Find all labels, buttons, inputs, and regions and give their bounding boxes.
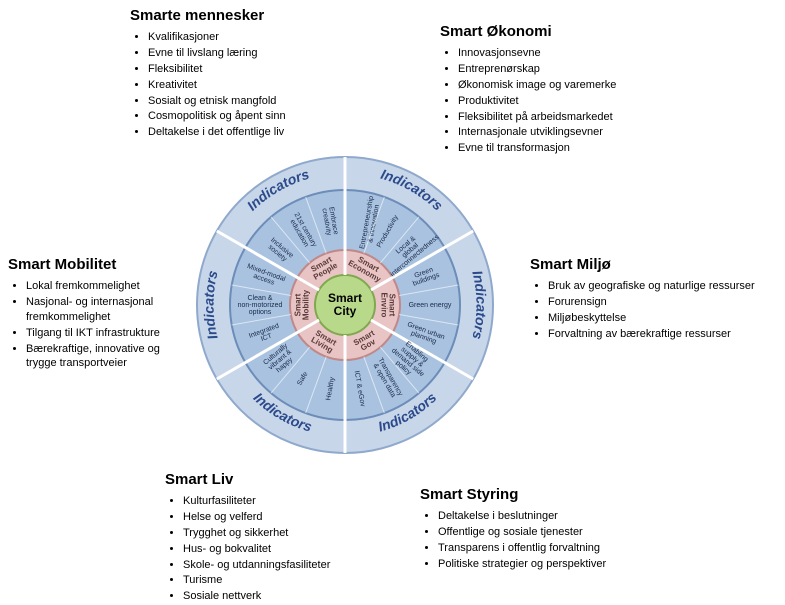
list-item: Transparens i offentlig forvaltning <box>438 541 670 556</box>
enviro-title: Smart Miljø <box>530 255 770 275</box>
list-item: Fleksibilitet på arbeidsmarkedet <box>458 110 740 125</box>
block-living: Smart Liv Kulturfasiliteter Helse og vel… <box>165 470 385 605</box>
center-text-2: City <box>334 304 357 318</box>
list-item: Innovasjonsevne <box>458 46 740 61</box>
list-item: Kulturfasiliteter <box>183 494 385 509</box>
center-text-1: Smart <box>328 291 362 305</box>
block-enviro: Smart Miljø Bruk av geografiske og natur… <box>530 255 770 343</box>
list-item: Kreativitet <box>148 78 380 93</box>
list-item: Politiske strategier og perspektiver <box>438 557 670 572</box>
list-item: Forvaltning av bærekraftige ressurser <box>548 327 770 342</box>
list-item: Entreprenørskap <box>458 62 740 77</box>
living-list: Kulturfasiliteter Helse og velferd Trygg… <box>165 494 385 604</box>
living-title: Smart Liv <box>165 470 385 490</box>
list-item: Trygghet og sikkerhet <box>183 526 385 541</box>
list-item: Produktivitet <box>458 94 740 109</box>
list-item: Bærekraftige, innovative og trygge trans… <box>26 342 193 372</box>
list-item: Nasjonal- og internasjonal fremkommeligh… <box>26 295 193 325</box>
economy-title: Smart Økonomi <box>440 22 740 42</box>
block-mobility: Smart Mobilitet Lokal fremkommelighet Na… <box>8 255 193 372</box>
list-item: Skole- og utdanningsfasiliteter <box>183 558 385 573</box>
block-people: Smarte mennesker Kvalifikasjoner Evne ti… <box>130 6 380 141</box>
list-item: Kvalifikasjoner <box>148 30 380 45</box>
center-label: Smart City <box>328 292 362 318</box>
block-economy: Smart Økonomi Innovasjonsevne Entreprenø… <box>440 22 740 157</box>
mobility-list: Lokal fremkommelighet Nasjonal- og inter… <box>8 279 193 371</box>
people-title: Smarte mennesker <box>130 6 380 26</box>
mobility-title: Smart Mobilitet <box>8 255 193 275</box>
list-item: Fleksibilitet <box>148 62 380 77</box>
list-item: Deltakelse i det offentlige liv <box>148 125 380 140</box>
list-item: Evne til transformasjon <box>458 141 740 156</box>
list-item: Hus- og bokvalitet <box>183 542 385 557</box>
gov-list: Deltakelse i beslutninger Offentlige og … <box>420 509 670 571</box>
list-item: Økonomisk image og varemerke <box>458 78 740 93</box>
list-item: Forurensign <box>548 295 770 310</box>
list-item: Deltakelse i beslutninger <box>438 509 670 524</box>
list-item: Evne til livslang læring <box>148 46 380 61</box>
svg-text:SmartMobility: SmartMobility <box>294 289 311 320</box>
svg-text:SmartEnviro: SmartEnviro <box>379 293 396 318</box>
people-list: Kvalifikasjoner Evne til livslang læring… <box>130 30 380 140</box>
smart-city-wheel: IndicatorsIndicatorsIndicatorsIndicators… <box>195 155 495 455</box>
gov-title: Smart Styring <box>420 485 670 505</box>
enviro-list: Bruk av geografiske og naturlige ressurs… <box>530 279 770 341</box>
list-item: Turisme <box>183 573 385 588</box>
list-item: Internasjonale utviklingsevner <box>458 125 740 140</box>
svg-text:Green energy: Green energy <box>409 302 452 309</box>
block-gov: Smart Styring Deltakelse i beslutninger … <box>420 485 670 573</box>
list-item: Lokal fremkommelighet <box>26 279 193 294</box>
economy-list: Innovasjonsevne Entreprenørskap Økonomis… <box>440 46 740 156</box>
list-item: Bruk av geografiske og naturlige ressurs… <box>548 279 770 294</box>
list-item: Tilgang til IKT infrastrukture <box>26 326 193 341</box>
list-item: Sosialt og etnisk mangfold <box>148 94 380 109</box>
list-item: Miljøbeskyttelse <box>548 311 770 326</box>
list-item: Helse og velferd <box>183 510 385 525</box>
list-item: Cosmopolitisk og åpent sinn <box>148 109 380 124</box>
list-item: Offentlige og sosiale tjenester <box>438 525 670 540</box>
list-item: Sosiale nettverk <box>183 589 385 604</box>
